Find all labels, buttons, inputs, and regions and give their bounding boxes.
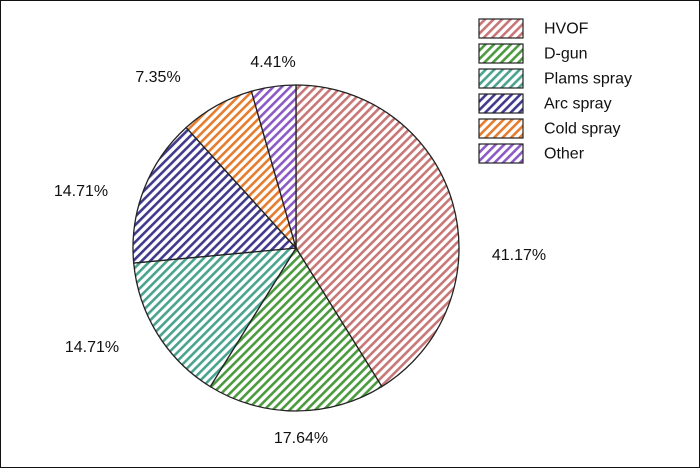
- slice-label-plams-spray: 14.71%: [65, 339, 119, 356]
- legend-label-arc-spray: Arc spray: [544, 96, 612, 113]
- pie-slice-hvof: [295, 84, 460, 388]
- pie-slice-plams-spray: [132, 247, 298, 388]
- legend-label-other: Other: [544, 146, 585, 163]
- legend-swatch-arc-spray: [478, 93, 524, 114]
- slice-label-d-gun: 17.64%: [274, 430, 328, 447]
- pie-slice-other: [250, 84, 297, 249]
- legend-swatch-other: [478, 143, 524, 164]
- slice-label-cold-spray: 7.35%: [135, 69, 180, 86]
- legend-item-d-gun: D-gun: [478, 43, 588, 64]
- pie-slices: [132, 84, 460, 412]
- legend-label-d-gun: D-gun: [544, 46, 588, 63]
- legend-item-arc-spray: Arc spray: [478, 93, 612, 114]
- legend-item-hvof: HVOF: [478, 18, 589, 39]
- pie-slice-arc-spray: [132, 126, 298, 264]
- slice-label-arc-spray: 14.71%: [54, 183, 108, 200]
- legend-swatch-d-gun: [478, 43, 524, 64]
- legend: HVOF D-gun Plams spray Arc spray Cold spray O…: [478, 18, 632, 164]
- legend-item-cold-spray: Cold spray: [478, 118, 620, 139]
- pie-slice-d-gun: [209, 246, 383, 412]
- legend-item-plams-spray: Plams spray: [478, 68, 632, 89]
- legend-swatch-hvof: [478, 18, 524, 39]
- legend-label-plams-spray: Plams spray: [544, 71, 632, 88]
- slice-label-other: 4.41%: [250, 54, 295, 71]
- legend-swatch-cold-spray: [478, 118, 524, 139]
- legend-label-hvof: HVOF: [544, 21, 589, 38]
- legend-item-other: Other: [478, 143, 585, 164]
- slice-labels: 41.17% 17.64% 14.71% 14.71% 7.35% 4.41%: [54, 54, 546, 447]
- legend-swatch-plams-spray: [478, 68, 524, 89]
- legend-label-cold-spray: Cold spray: [544, 121, 620, 138]
- slice-label-hvof: 41.17%: [492, 247, 546, 264]
